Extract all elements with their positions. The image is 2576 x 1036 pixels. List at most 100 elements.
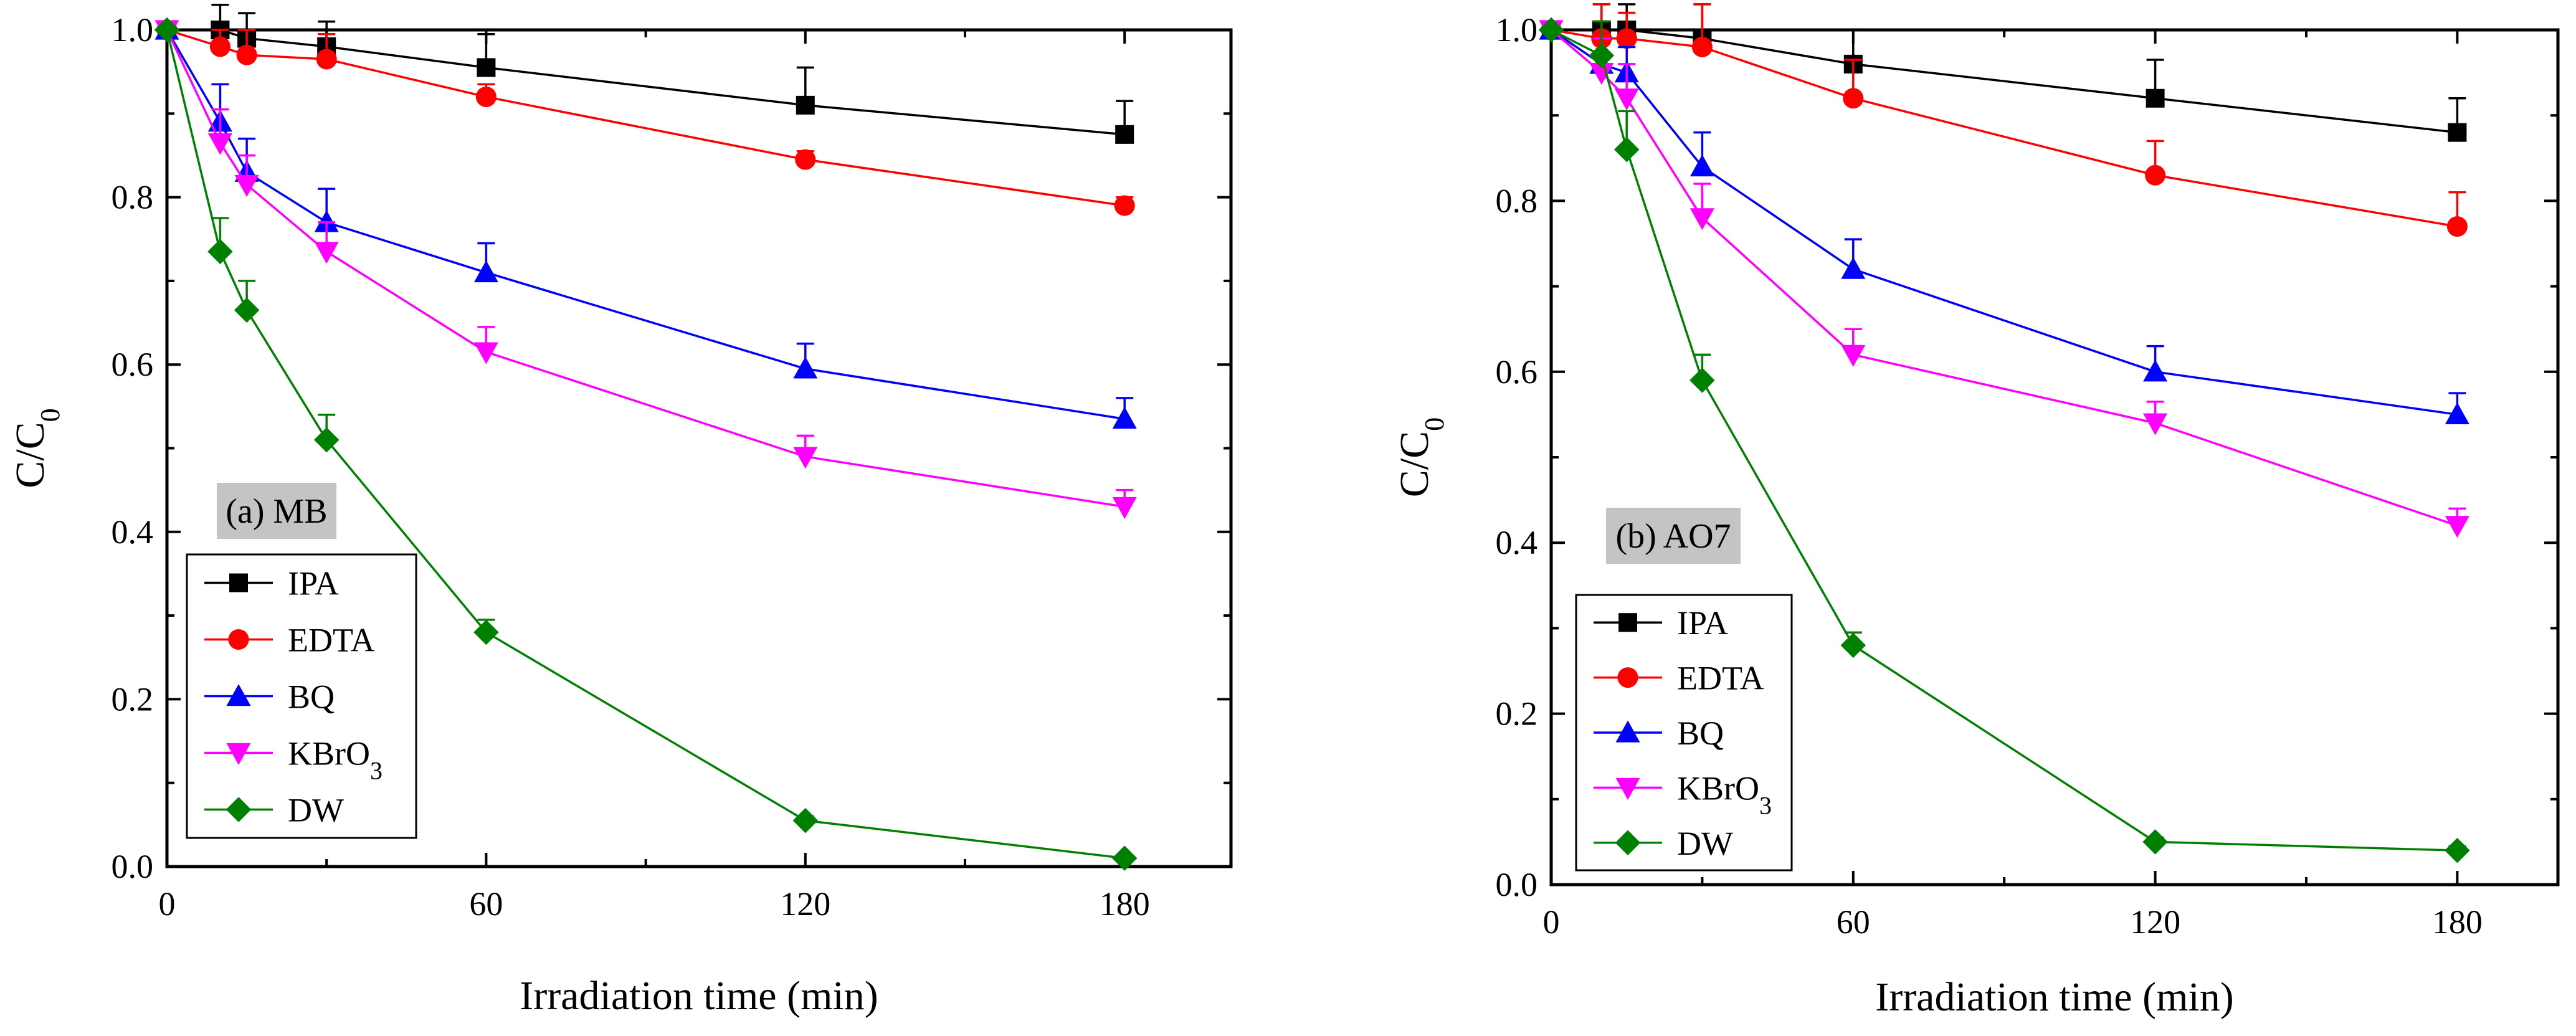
x-tick-label: 0 xyxy=(1543,903,1560,941)
legend-label-main: IPA xyxy=(288,565,339,602)
x-tick-label: 180 xyxy=(2432,903,2483,941)
data-point xyxy=(1614,88,1639,111)
legend-label-main: DW xyxy=(1677,825,1733,862)
series-line xyxy=(1551,29,2458,228)
legend-label: EDTA xyxy=(288,622,375,659)
series-bq xyxy=(1539,17,2469,424)
y-axis-title-main: C/C xyxy=(7,422,53,488)
panel-label-box xyxy=(1606,508,1741,564)
data-point xyxy=(2142,829,2168,855)
data-point xyxy=(2143,413,2168,435)
legend-label: IPA xyxy=(288,565,339,602)
legend-marker xyxy=(228,629,249,650)
data-point xyxy=(2445,516,2469,538)
series-kbro xyxy=(154,20,1137,520)
panel-label: (a) MB xyxy=(226,492,327,531)
data-point xyxy=(1614,136,1640,163)
legend-marker xyxy=(1617,667,1638,688)
series-line xyxy=(1550,29,2458,527)
data-point xyxy=(314,242,339,264)
data-point xyxy=(793,447,818,469)
series-ipa xyxy=(158,3,1134,144)
y-axis-title-subscript: 0 xyxy=(35,408,65,422)
data-point xyxy=(1691,36,1713,57)
data-point xyxy=(1690,208,1714,230)
x-tick-label: 0 xyxy=(159,885,176,923)
legend-label-subscript: 3 xyxy=(370,756,383,784)
series-line xyxy=(167,29,1125,136)
legend-label-main: EDTA xyxy=(1677,660,1764,697)
chart-panel-1: 0 60 120 180 0.0 0.2 0.4 0.6 0.8 1.0 Irradiation t… xyxy=(7,3,1233,1019)
data-point xyxy=(1538,17,1564,43)
x-axis-title: Irradiation time (min) xyxy=(1875,974,2233,1020)
x-tick-label: 180 xyxy=(1100,885,1150,923)
y-tick-label: 0.4 xyxy=(1496,524,1538,561)
data-point xyxy=(209,36,231,57)
data-point xyxy=(473,342,498,364)
series-line xyxy=(1551,29,2458,416)
series-kbro xyxy=(1539,20,2469,538)
series-line xyxy=(166,29,1125,207)
legend-marker xyxy=(226,797,252,822)
data-point xyxy=(207,239,233,265)
y-tick-label: 0.2 xyxy=(1496,695,1538,733)
legend-label-main: KBrO xyxy=(1677,769,1759,807)
panel-label-box xyxy=(217,483,336,539)
data-point xyxy=(1841,345,1866,367)
y-tick-label: 0.2 xyxy=(112,680,154,718)
series-dw xyxy=(1538,17,2470,863)
y-tick-label: 0.6 xyxy=(112,346,154,383)
legend-marker xyxy=(226,684,251,706)
y-tick-label: 0.4 xyxy=(112,513,154,551)
data-point xyxy=(1114,195,1135,216)
y-axis-title: C/C0 xyxy=(1392,417,1450,497)
data-point xyxy=(313,427,340,453)
data-point xyxy=(2445,837,2470,863)
data-point xyxy=(1115,125,1134,144)
x-axis-title: Irradiation time (min) xyxy=(520,973,878,1019)
data-point xyxy=(234,297,260,323)
data-point xyxy=(2143,359,2168,382)
chart-panel-2: 0 60 120 180 0.0 0.2 0.4 0.6 0.8 1.0 Irradiation t… xyxy=(1392,3,2560,1020)
legend-label-main: BQ xyxy=(288,678,335,716)
legend-label: DW xyxy=(1677,825,1733,862)
data-point xyxy=(796,95,815,115)
legend: IPA EDTA BQ KBrO3 DW xyxy=(186,553,417,839)
legend-label: KBrO3 xyxy=(288,735,383,785)
legend-marker xyxy=(1618,613,1637,632)
data-point xyxy=(1616,28,1637,49)
data-point xyxy=(1690,154,1714,177)
data-point xyxy=(236,44,257,65)
legend-label-main: DW xyxy=(288,792,344,829)
series-bq xyxy=(154,17,1137,429)
series-line xyxy=(166,29,1125,508)
legend-label: IPA xyxy=(1677,604,1728,642)
legend: IPA EDTA BQ KBrO3 DW xyxy=(1575,594,1793,872)
data-point xyxy=(473,619,499,645)
data-point xyxy=(1843,88,1864,109)
legend-marker xyxy=(229,573,248,592)
x-tick-label: 120 xyxy=(2130,903,2180,941)
legend-label-main: KBrO xyxy=(288,735,370,772)
legend-label-main: EDTA xyxy=(288,622,375,659)
legend-marker xyxy=(1615,777,1640,800)
x-tick-label: 120 xyxy=(780,885,830,923)
y-tick-label: 1.0 xyxy=(112,11,154,49)
legend-label: DW xyxy=(288,792,344,829)
legend-label-main: IPA xyxy=(1677,604,1728,642)
data-point xyxy=(1112,497,1137,520)
data-point xyxy=(1690,368,1715,393)
y-axis-title-main: C/C xyxy=(1392,431,1437,497)
data-point xyxy=(2146,88,2165,108)
data-point xyxy=(2446,216,2468,237)
y-tick-label: 1.0 xyxy=(1496,11,1538,49)
series-line xyxy=(166,29,1125,421)
legend-label: EDTA xyxy=(1677,660,1764,697)
legend-label: BQ xyxy=(288,678,335,716)
series-ipa xyxy=(1542,3,2467,142)
data-point xyxy=(477,58,496,77)
legend-label-main: BQ xyxy=(1677,715,1724,752)
data-point xyxy=(473,260,498,283)
series-dw xyxy=(154,17,1138,871)
